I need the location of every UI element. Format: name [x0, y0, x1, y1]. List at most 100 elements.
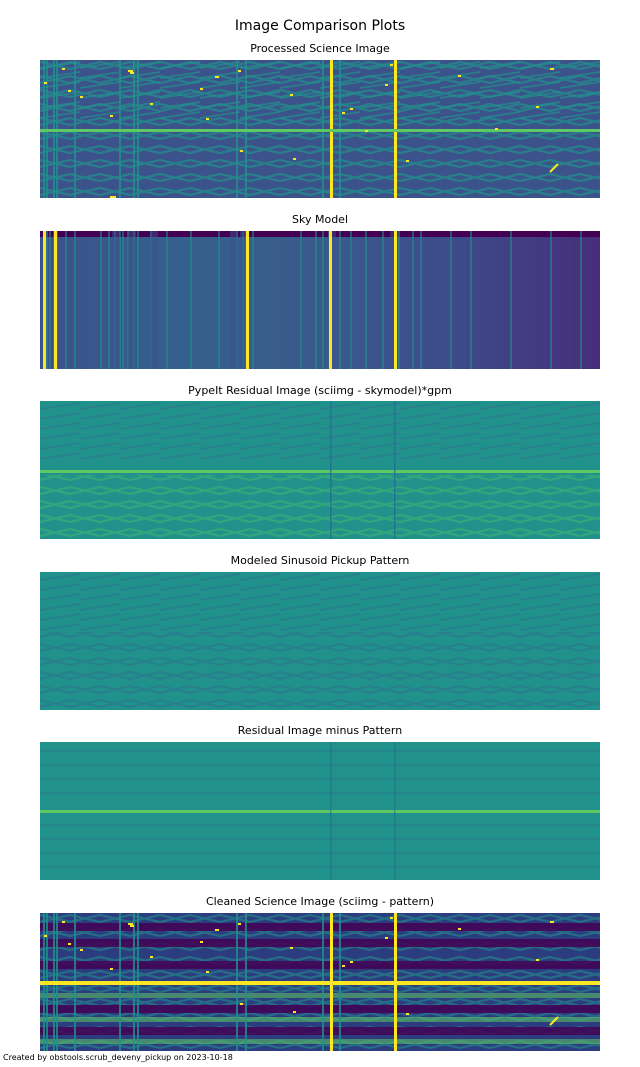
pickup-pattern	[40, 475, 600, 539]
pickup-pattern	[40, 632, 600, 710]
column-feature	[350, 231, 352, 369]
cosmic-ray	[458, 75, 461, 77]
faint-band	[40, 866, 600, 868]
bright-sky-line	[54, 231, 57, 369]
heatmap-pattern	[40, 572, 600, 710]
spectrum-trace	[40, 810, 600, 813]
cosmic-ray	[110, 196, 116, 198]
column-feature	[100, 231, 102, 369]
cosmic-ray	[200, 88, 203, 90]
cosmic-ray	[549, 163, 559, 173]
cosmic-ray	[62, 921, 65, 923]
cosmic-ray	[390, 917, 393, 919]
column-band	[230, 231, 238, 369]
column-feature	[365, 231, 367, 369]
cosmic-ray	[536, 959, 539, 961]
column-feature	[122, 231, 124, 369]
heatmap-resid-minus	[40, 742, 600, 880]
dark-band	[40, 923, 600, 931]
cosmic-ray	[238, 923, 241, 925]
cosmic-ray	[342, 965, 345, 967]
cosmic-ray	[536, 106, 539, 108]
column-feature	[65, 231, 67, 369]
column-feature	[218, 231, 220, 369]
bright-sky-line	[394, 231, 397, 369]
column-band	[240, 231, 248, 369]
cosmic-ray	[44, 82, 47, 84]
cosmic-ray	[495, 981, 498, 983]
dark-band	[40, 1027, 600, 1035]
cosmic-ray	[68, 943, 71, 945]
panel-title-science: Processed Science Image	[250, 42, 390, 55]
figure-title: Image Comparison Plots	[234, 18, 406, 34]
column-feature	[300, 231, 302, 369]
cosmic-ray	[62, 68, 65, 70]
cosmic-ray	[68, 90, 71, 92]
panel-title-cleaned: Cleaned Science Image (sciimg - pattern)	[205, 895, 435, 908]
heatmap-sky	[40, 231, 600, 369]
bright-band	[40, 993, 600, 998]
cosmic-ray	[385, 84, 388, 86]
faint-band	[40, 778, 600, 780]
cosmic-ray	[128, 923, 133, 925]
faint-band	[40, 750, 600, 752]
cosmic-ray	[150, 956, 153, 958]
cosmic-ray	[215, 76, 219, 78]
spectrum-trace	[40, 981, 600, 985]
column-feature	[550, 231, 552, 369]
column-band	[150, 231, 158, 369]
faint-band	[40, 824, 600, 826]
column-feature	[330, 401, 332, 539]
cosmic-ray	[240, 150, 243, 152]
dark-band	[40, 961, 600, 969]
bright-sky-line	[329, 231, 332, 369]
cosmic-ray	[293, 158, 296, 160]
panel-title-pattern: Modeled Sinusoid Pickup Pattern	[230, 554, 410, 567]
cosmic-ray	[495, 128, 498, 130]
column-feature	[330, 742, 332, 880]
diagonal-pattern	[40, 60, 600, 120]
column-feature	[382, 231, 384, 369]
cosmic-ray	[110, 115, 113, 117]
column-feature	[394, 401, 396, 539]
column-feature	[49, 231, 51, 369]
column-band	[128, 231, 136, 369]
cosmic-ray	[290, 947, 293, 949]
column-feature	[510, 231, 512, 369]
column-feature	[166, 231, 168, 369]
column-feature	[394, 742, 396, 880]
diagonal-pattern	[40, 401, 600, 461]
diagonal-pattern	[40, 572, 600, 632]
bright-sky-line	[43, 231, 46, 369]
cosmic-ray	[240, 1003, 243, 1005]
cosmic-ray	[406, 160, 409, 162]
column-feature	[322, 231, 324, 369]
dark-band	[40, 1005, 600, 1013]
cosmic-ray	[406, 1013, 409, 1015]
cosmic-ray	[130, 72, 134, 74]
cosmic-ray	[293, 1011, 296, 1013]
panel-title-resid-minus: Residual Image minus Pattern	[237, 724, 403, 737]
column-feature	[315, 231, 317, 369]
spectrum-trace	[40, 129, 600, 132]
faint-band	[40, 838, 600, 840]
cosmic-ray	[80, 96, 83, 98]
spectrum-trace	[40, 470, 600, 473]
cosmic-ray	[385, 937, 388, 939]
cosmic-ray	[110, 968, 113, 970]
cosmic-ray	[128, 70, 133, 72]
dark-band	[40, 939, 600, 947]
cosmic-ray	[350, 108, 353, 110]
top-edge	[40, 231, 600, 237]
heatmap-science	[40, 60, 600, 198]
panel-title-residual: PypeIt Residual Image (sciimg - skymodel…	[188, 384, 452, 397]
cosmic-ray	[342, 112, 345, 114]
cosmic-ray	[350, 961, 353, 963]
bright-band	[40, 1039, 600, 1044]
column-feature	[412, 231, 414, 369]
cosmic-ray	[290, 94, 293, 96]
column-feature	[74, 231, 76, 369]
column-feature	[450, 231, 452, 369]
bright-band	[40, 1017, 600, 1022]
cosmic-ray	[549, 1016, 559, 1026]
